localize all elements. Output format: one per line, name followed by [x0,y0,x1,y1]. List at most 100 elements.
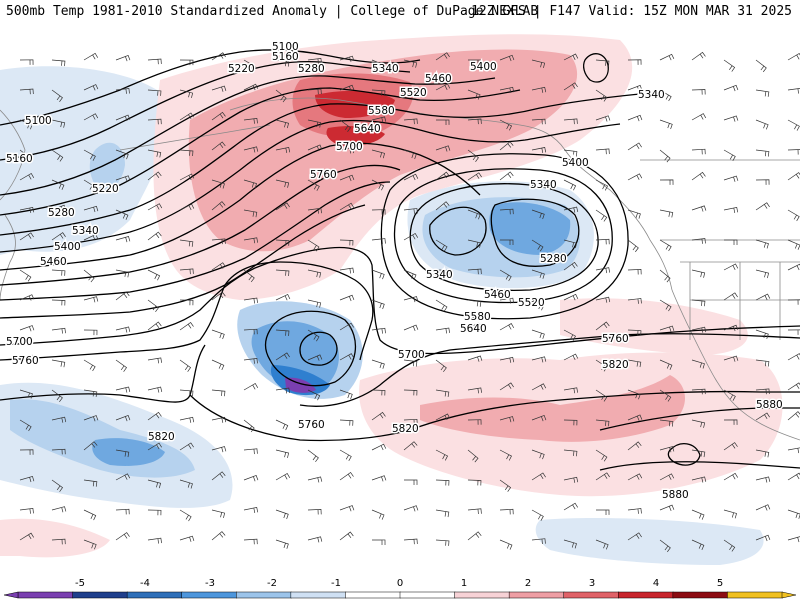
wind-barb [19,325,35,332]
wind-barb [307,299,322,308]
colorbar-tick: -1 [331,578,341,589]
wind-barb [339,531,354,541]
wind-barb [147,321,162,331]
wind-barb [275,293,291,301]
wind-barb [339,353,355,361]
wind-barb [787,472,800,481]
wind-barb [595,89,608,102]
border-us-states [689,262,800,340]
wind-barb [691,449,706,458]
cold-region-southeast [535,518,764,565]
contour-gulf-low-3 [409,183,599,291]
colorbar-tick: 4 [653,578,659,589]
wind-barb [371,269,385,280]
wind-barb [627,359,642,368]
wind-barb [595,449,608,462]
wind-barb [595,389,608,402]
contour-label-5580-south: 5580 [464,311,491,323]
wind-barb [243,59,256,72]
wind-barb [179,359,192,372]
wind-barb [211,329,225,340]
wind-barb [531,239,544,252]
wind-barb [211,179,225,189]
wind-barb [275,119,290,129]
wind-barb [467,387,482,394]
wind-barb [627,173,643,181]
wind-barb [563,239,578,249]
wind-barb [51,59,66,67]
wind-barb [659,446,675,453]
wind-barb [691,269,706,278]
wind-barb [243,419,255,433]
contour-5280 [0,87,521,216]
wind-barb [435,389,450,397]
contour-gulf-low-5 [380,153,629,320]
wind-barb [147,537,162,544]
wind-barb [115,55,131,62]
wind-barb [147,299,159,312]
wind-barb [51,538,66,545]
wind-barb [403,296,419,303]
wind-barb [339,119,351,132]
wind-barb [755,239,769,249]
wind-barb [787,87,800,94]
wind-barb [83,329,98,336]
wind-barb [19,354,35,362]
wind-barb [115,414,131,422]
wind-barb [595,419,610,427]
contour-gulf-low-2 [429,206,487,256]
contour-5880-southeast [667,443,701,466]
wind-barb [307,239,320,252]
wind-barb [147,442,162,451]
wind-barb [723,324,739,332]
contour-label-5400-gulf: 5400 [562,157,589,169]
wind-barb [147,149,162,158]
warm-region-east [560,298,748,355]
wind-barb [563,206,579,213]
contour-gulf-low-1 [490,198,580,267]
wind-barb [435,119,450,125]
wind-barb [659,473,675,481]
wind-barb [691,476,707,483]
wind-barb [755,504,771,511]
wind-barb [147,58,162,65]
wind-barb [371,389,386,396]
wind-barb [595,209,608,222]
contour-5460 [0,142,481,271]
wind-barb [211,238,226,245]
wind-barb [211,509,226,519]
colorbar-swatch [17,591,74,599]
wind-barb [563,502,578,511]
colorbar-tick: 2 [525,578,531,589]
wind-barb [499,269,512,282]
wind-barb [435,359,447,373]
wind-barb [147,203,163,211]
wind-barb [531,414,547,422]
wind-barb [211,416,227,423]
wind-barb [691,113,707,121]
wind-barb [147,171,162,181]
wind-barb [531,383,547,391]
wind-barb [115,114,131,122]
contour-label-5160: 5160 [272,51,299,63]
contour-5160 [0,60,411,161]
contour-5880-south [599,461,800,471]
wind-barb [179,509,192,522]
wind-barb [723,472,739,481]
wind-barb [499,323,515,331]
contour-5580 [0,181,391,301]
contour-label-5220: 5220 [228,63,255,75]
wind-barb [179,89,194,99]
wind-barb [755,534,771,542]
wind-barb [467,449,479,463]
wind-barb [19,173,35,181]
wind-barb [115,291,130,301]
wind-barb [787,447,800,454]
wind-barb [115,326,131,333]
colorbar-swatch [727,591,783,599]
wind-barb [531,299,545,311]
wind-barb [691,326,707,333]
wind-barb [595,509,610,515]
wind-barb [339,202,355,211]
wind-barb [563,293,579,301]
